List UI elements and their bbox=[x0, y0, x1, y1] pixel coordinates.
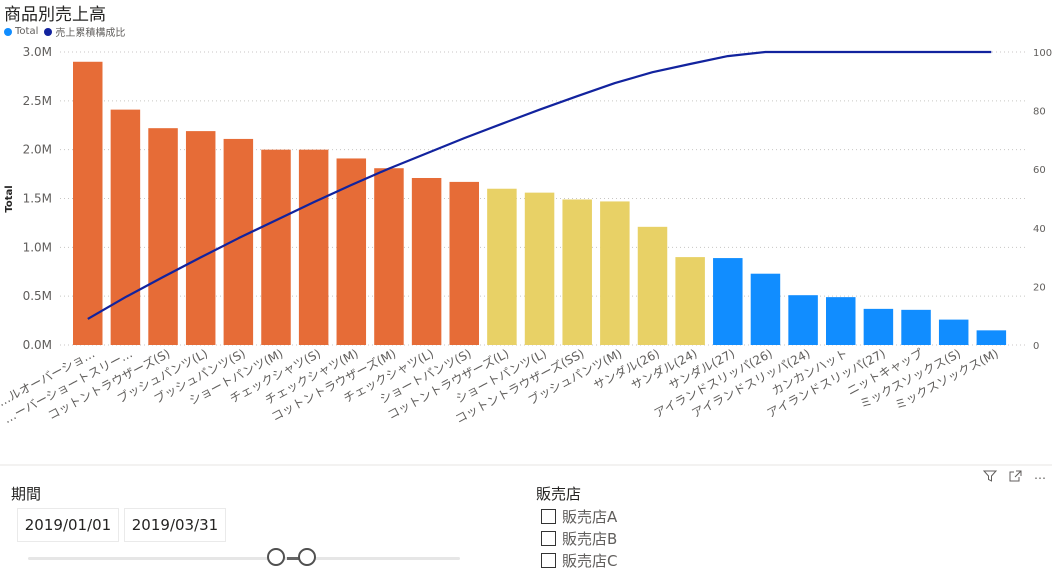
store-option-a[interactable]: 販売店A bbox=[541, 506, 617, 527]
start-date-input[interactable]: 2019/01/01 bbox=[17, 508, 119, 542]
checkbox[interactable] bbox=[541, 531, 556, 546]
legend-item-cumulative[interactable]: 売上累積構成比 bbox=[44, 24, 125, 39]
date-range-slider-fill bbox=[287, 557, 307, 560]
filter-icon[interactable] bbox=[982, 470, 998, 485]
divider bbox=[0, 464, 1052, 466]
store-option-b[interactable]: 販売店B bbox=[541, 528, 617, 549]
y2-axis-tick: 20 bbox=[1033, 282, 1046, 293]
focus-mode-icon[interactable] bbox=[1009, 470, 1022, 485]
bar[interactable] bbox=[261, 149, 291, 345]
legend-label: Total bbox=[15, 26, 39, 37]
bar[interactable] bbox=[826, 297, 856, 345]
store-option-c[interactable]: 販売店C bbox=[541, 550, 617, 571]
bar[interactable] bbox=[298, 149, 329, 345]
bar[interactable] bbox=[411, 177, 442, 345]
store-slicer-title: 販売店 bbox=[536, 485, 582, 503]
bar[interactable] bbox=[185, 131, 216, 345]
bar[interactable] bbox=[73, 61, 103, 346]
period-slicer-title: 期間 bbox=[11, 485, 42, 503]
y-axis-tick: 2.5M bbox=[23, 94, 52, 108]
start-date-slider-handle[interactable] bbox=[267, 548, 285, 566]
y2-axis-tick: 60 bbox=[1033, 165, 1046, 176]
y-axis-tick: 1.0M bbox=[23, 240, 52, 254]
bar[interactable] bbox=[637, 226, 668, 345]
y-axis-title: Total bbox=[4, 185, 15, 212]
bar[interactable] bbox=[750, 273, 781, 345]
y-axis-tick: 0.5M bbox=[23, 289, 52, 303]
date-range-slider-track[interactable] bbox=[28, 557, 460, 560]
end-date-input[interactable]: 2019/03/31 bbox=[124, 508, 226, 542]
end-date-slider-handle[interactable] bbox=[298, 548, 316, 566]
y2-axis-tick: 40 bbox=[1033, 224, 1046, 235]
bar[interactable] bbox=[148, 128, 178, 345]
bar[interactable] bbox=[901, 309, 931, 345]
legend-label: 売上累積構成比 bbox=[55, 28, 126, 39]
bar[interactable] bbox=[374, 168, 404, 345]
bar[interactable] bbox=[487, 188, 517, 345]
more-options-icon[interactable]: ⋯ bbox=[1034, 470, 1046, 485]
bar[interactable] bbox=[713, 258, 743, 345]
option-label: 販売店B bbox=[562, 530, 618, 548]
y2-axis-tick: 80 bbox=[1033, 107, 1046, 118]
option-label: 販売店C bbox=[562, 552, 618, 570]
bar[interactable] bbox=[524, 192, 555, 345]
bar[interactable] bbox=[449, 181, 480, 345]
bar[interactable] bbox=[336, 158, 367, 345]
chart-title: 商品別売上高 bbox=[4, 5, 106, 25]
y-axis-tick: 0.0M bbox=[23, 338, 52, 352]
bar[interactable] bbox=[110, 109, 141, 345]
chart-legend: Total 売上累積構成比 bbox=[4, 24, 125, 39]
bar[interactable] bbox=[863, 308, 894, 345]
option-label: 販売店A bbox=[562, 508, 618, 526]
checkbox[interactable] bbox=[541, 509, 556, 524]
y-axis-tick: 1.5M bbox=[23, 192, 52, 206]
bar[interactable] bbox=[562, 199, 592, 345]
bar[interactable] bbox=[600, 201, 630, 345]
legend-dot-icon bbox=[4, 27, 12, 36]
bar[interactable] bbox=[223, 138, 254, 345]
y-axis-tick: 2.0M bbox=[23, 143, 52, 157]
legend-item-total[interactable]: Total bbox=[4, 26, 38, 37]
cumulative-share-line[interactable] bbox=[87, 50, 992, 320]
bar[interactable] bbox=[675, 257, 705, 345]
pareto-chart: 0.0M 0.5M 1.0M 1.5M 2.0M 2.5M 3.0M 0 20 40 60 80 100… bbox=[0, 45, 1052, 426]
checkbox[interactable] bbox=[541, 553, 556, 568]
bar[interactable] bbox=[938, 319, 969, 345]
legend-dot-icon bbox=[44, 27, 53, 36]
bar[interactable] bbox=[788, 295, 818, 345]
y-axis-tick: 3.0M bbox=[23, 45, 52, 59]
y2-axis-tick: 0 bbox=[1033, 341, 1039, 352]
y2-axis-tick: 100 bbox=[1033, 48, 1052, 59]
visual-header: ⋯ bbox=[982, 470, 1046, 485]
bar[interactable] bbox=[976, 330, 1007, 345]
